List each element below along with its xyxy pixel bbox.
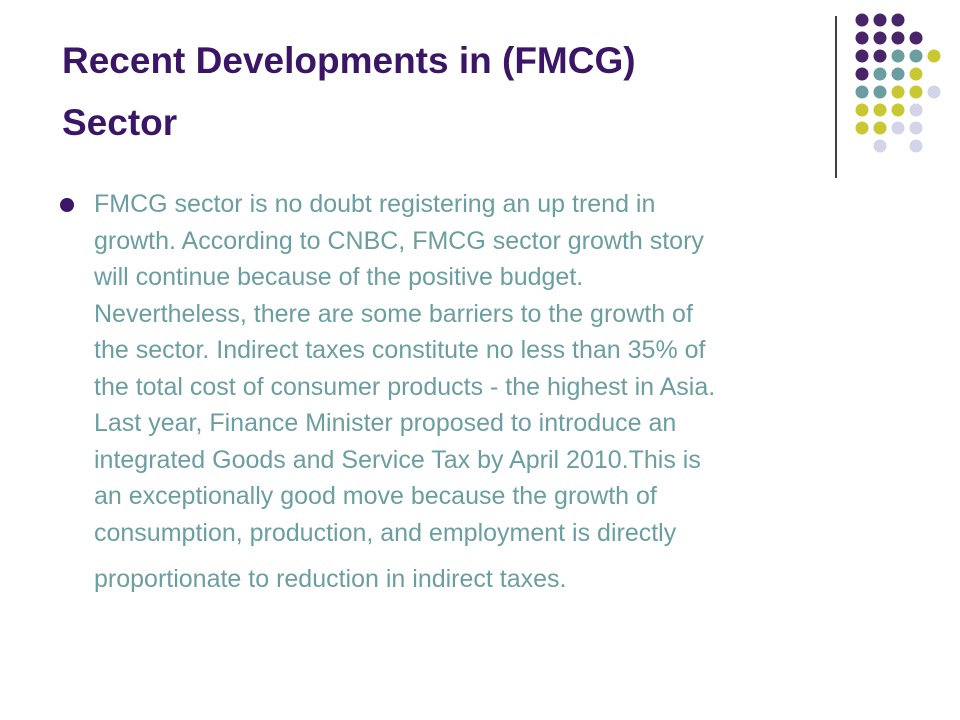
dot-row-1	[855, 13, 905, 27]
dot	[855, 31, 869, 45]
dot	[891, 121, 905, 135]
dot-row-6	[855, 103, 923, 117]
body-line: the total cost of consumer products - th…	[94, 372, 716, 401]
dot-row-3	[855, 49, 941, 63]
body-paragraph: FMCG sector is no doubt registering an u…	[94, 186, 924, 598]
dot-row-8	[873, 139, 923, 153]
body-line: growth. According to CNBC, FMCG sector g…	[94, 226, 704, 255]
dot	[873, 85, 887, 99]
body-line: Nevertheless, there are some barriers to…	[94, 299, 693, 328]
dot-row-2	[855, 31, 923, 45]
dot	[909, 121, 923, 135]
dot	[873, 139, 887, 153]
dot	[873, 121, 887, 135]
body-line: Last year, Finance Minister proposed to …	[94, 409, 677, 437]
dot	[855, 85, 869, 99]
body-line: will continue because of the positive bu…	[94, 263, 584, 291]
body-line: consumption, production, and employment …	[94, 518, 677, 547]
dot	[873, 31, 887, 45]
dot	[909, 85, 923, 99]
dot	[873, 13, 887, 27]
dot	[909, 31, 923, 45]
dot	[891, 85, 905, 99]
dot-row-5	[855, 85, 941, 99]
dot	[873, 49, 887, 63]
dot	[909, 103, 923, 117]
dot	[855, 121, 869, 135]
body-line: FMCG sector is no doubt registering an u…	[94, 190, 656, 218]
dot	[855, 103, 869, 117]
dot	[891, 67, 905, 81]
vertical-divider	[835, 16, 837, 178]
dot	[909, 67, 923, 81]
dot	[891, 13, 905, 27]
decorative-dot-grid	[855, 13, 941, 153]
slide-title: Recent Developments in (FMCG) Sector	[62, 30, 802, 154]
dot	[927, 49, 941, 63]
body-line: the sector. Indirect taxes constitute no…	[94, 336, 706, 364]
dot	[873, 103, 887, 117]
bullet-point	[60, 198, 74, 212]
body-line: proportionate to reduction in indirect t…	[94, 565, 567, 593]
dot	[909, 139, 923, 153]
dot	[855, 13, 869, 27]
dot	[891, 31, 905, 45]
dot	[909, 49, 923, 63]
dot	[855, 67, 869, 81]
body-line: integrated Goods and Service Tax by Apri…	[94, 445, 701, 474]
dot	[855, 49, 869, 63]
dot-row-4	[855, 67, 923, 81]
body-line: an exceptionally good move because the g…	[94, 482, 657, 510]
slide-title-line-1: Recent Developments in (FMCG)	[62, 40, 636, 81]
dot	[873, 67, 887, 81]
dot	[891, 49, 905, 63]
dot	[927, 85, 941, 99]
dot	[891, 103, 905, 117]
slide-title-line-2: Sector	[62, 102, 178, 143]
dot-row-7	[855, 121, 923, 135]
